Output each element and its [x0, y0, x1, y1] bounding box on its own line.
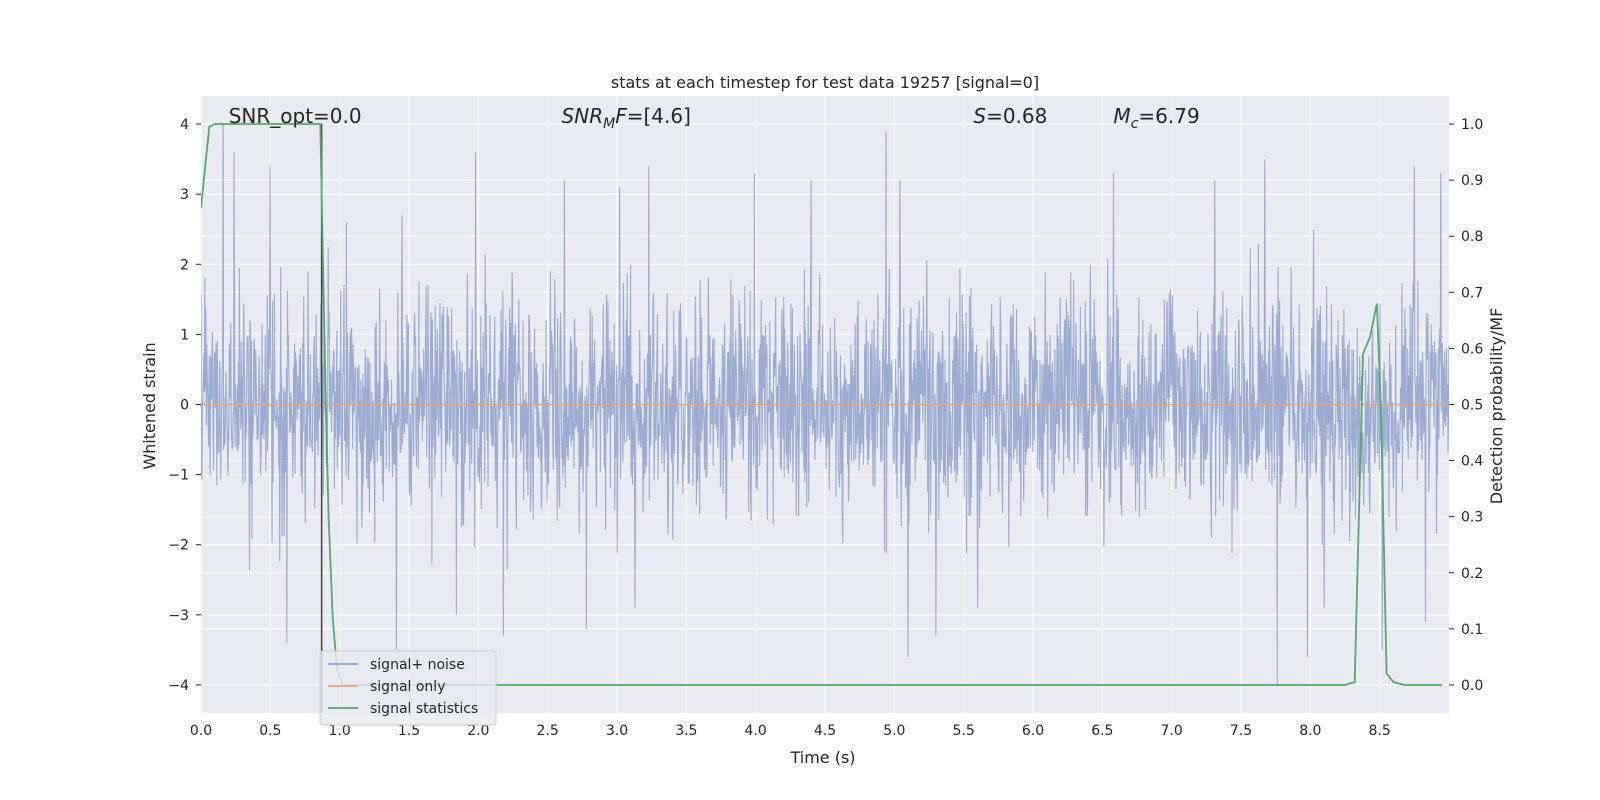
- x-tick-label: 8.0: [1299, 723, 1321, 739]
- x-tick-label: 0.5: [259, 723, 281, 739]
- annotation-s-stat-rest: =0.68: [986, 104, 1047, 128]
- x-tick-label: 5.0: [883, 723, 905, 739]
- y-axis-label-right: Detection probability/MF: [1487, 308, 1506, 505]
- y-tick-label-right: 0.0: [1461, 678, 1483, 694]
- y-tick-label-right: 1.0: [1461, 117, 1483, 133]
- chart-title: stats at each timestep for test data 192…: [611, 73, 1039, 92]
- y-ticks-right: 0.0 0.1 0.2 0.3 0.4 0.5 0.6 0.7 0.8 0.9 1.0: [1449, 117, 1483, 694]
- x-tick-label: 0.0: [190, 723, 212, 739]
- y-tick-label-left: 1: [180, 327, 189, 343]
- x-tick-label: 1.5: [398, 723, 420, 739]
- y-tick-label-left: −2: [168, 538, 189, 554]
- y-tick-label-left: 3: [180, 187, 189, 203]
- annotation-s-stat-base: S: [973, 104, 986, 128]
- y-tick-label-right: 0.8: [1461, 229, 1483, 245]
- y-tick-label-right: 0.7: [1461, 285, 1483, 301]
- annotation-mc-sub: c: [1131, 116, 1139, 132]
- y-tick-label-left: 2: [180, 257, 189, 273]
- x-tick-label: 7.0: [1161, 723, 1183, 739]
- x-tick-label: 7.5: [1230, 723, 1252, 739]
- y-tick-label-left: −4: [168, 678, 189, 694]
- x-tick-label: 1.0: [329, 723, 351, 739]
- y-tick-label-right: 0.3: [1461, 510, 1483, 526]
- x-tick-label: 4.5: [814, 723, 836, 739]
- legend-label: signal+ noise: [370, 657, 465, 673]
- annotation-mc: Mc=6.79: [1113, 104, 1199, 132]
- y-tick-label-right: 0.2: [1461, 566, 1483, 582]
- annotation-snr-opt: SNR_opt=0.0: [229, 104, 362, 128]
- y-tick-label-left: −1: [168, 468, 189, 484]
- x-axis-label: Time (s): [789, 748, 855, 767]
- y-tick-label-left: 4: [180, 117, 189, 133]
- annotation-mc-rest: =6.79: [1138, 104, 1199, 128]
- y-tick-label-right: 0.5: [1461, 398, 1483, 414]
- annotation-s-stat: S=0.68: [973, 104, 1047, 128]
- x-tick-label: 5.5: [953, 723, 975, 739]
- x-tick-label: 3.5: [675, 723, 697, 739]
- y-tick-label-right: 0.6: [1461, 341, 1483, 357]
- x-ticks: 0.0 0.5 1.0 1.5 2.0 2.5 3.0 3.5 4.0 4.5 5.0 5.5 6.0 6…: [190, 723, 1391, 739]
- legend-label: signal only: [370, 679, 445, 695]
- y-tick-label-right: 0.9: [1461, 173, 1483, 189]
- y-tick-label-right: 0.1: [1461, 622, 1483, 638]
- y-tick-label-left: −3: [168, 608, 189, 624]
- legend-box: [319, 650, 497, 726]
- y-tick-label-left: 0: [180, 398, 189, 414]
- x-tick-label: 6.5: [1091, 723, 1113, 739]
- series-signal-noise-line: [201, 123, 1449, 686]
- annotation-mc-base: M: [1113, 104, 1130, 128]
- annotation-snr-mf: SNRMF=[4.6]: [562, 104, 691, 132]
- annotation-snr-mf-base: SNR: [562, 104, 604, 128]
- annotations: SNR_opt=0.0 SNRMF=[4.6] S=0.68 Mc=6.79: [229, 104, 1200, 132]
- x-tick-label: 4.0: [745, 723, 767, 739]
- legend: signal+ noise signal only signal statistic…: [319, 650, 497, 726]
- x-tick-label: 2.5: [537, 723, 559, 739]
- x-tick-label: 2.0: [467, 723, 489, 739]
- x-tick-label: 8.5: [1369, 723, 1391, 739]
- annotation-snr-mf-sub: M: [603, 116, 615, 132]
- legend-label: signal statistics: [370, 701, 478, 717]
- annotation-snr-mf-rest: F=[4.6]: [615, 104, 691, 128]
- x-tick-label: 3.0: [606, 723, 628, 739]
- x-tick-label: 6.0: [1022, 723, 1044, 739]
- y-tick-label-right: 0.4: [1461, 454, 1483, 470]
- y-axis-label-left: Whitened strain: [140, 342, 159, 469]
- y-ticks-left: −4 −3 −2 −1 0 1 2 3 4: [168, 117, 201, 694]
